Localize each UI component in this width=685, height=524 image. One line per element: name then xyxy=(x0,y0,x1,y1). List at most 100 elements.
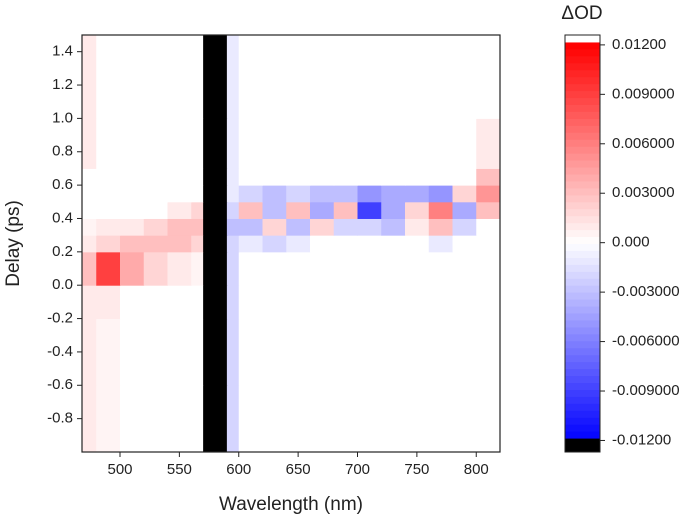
heatmap-cell xyxy=(452,201,477,219)
heatmap-cell xyxy=(96,118,121,169)
heatmap-cell xyxy=(226,168,240,186)
heatmap-cell xyxy=(96,185,121,203)
heatmap-cell xyxy=(405,168,430,186)
heatmap-cell xyxy=(143,285,168,320)
heatmap-cell xyxy=(226,35,240,119)
heatmap-cell xyxy=(357,385,382,453)
heatmap-cell xyxy=(191,285,204,320)
colorbar-cell xyxy=(565,410,600,418)
heatmap-cell xyxy=(191,118,204,169)
heatmap-cell xyxy=(167,118,192,169)
heatmap-cell xyxy=(357,251,382,286)
heatmap-cell xyxy=(167,251,192,286)
heatmap-cell xyxy=(238,185,263,203)
heatmap-cell xyxy=(333,35,358,119)
colorbar-cell xyxy=(565,62,600,71)
heatmap-cell xyxy=(191,168,204,186)
heatmap-cell xyxy=(226,218,240,236)
colorbar-cell xyxy=(565,187,600,196)
x-tick-label: 550 xyxy=(167,461,192,478)
heatmap-cell xyxy=(381,285,406,320)
colorbar-cell xyxy=(565,424,600,432)
heatmap-cell xyxy=(143,201,168,219)
colorbar-cell xyxy=(565,243,600,251)
heatmap-cell xyxy=(167,318,192,386)
heatmap-cell xyxy=(310,168,335,186)
colorbar-tick-label: -0.003000 xyxy=(612,283,680,300)
heatmap-cell xyxy=(333,218,358,236)
colorbar-cell xyxy=(565,55,600,64)
heatmap-cell xyxy=(191,201,204,219)
heatmap-cell xyxy=(310,251,335,286)
heatmap-cell xyxy=(203,318,228,386)
heatmap-cell xyxy=(405,251,430,286)
heatmap-cell xyxy=(203,185,228,203)
colorbar-cell xyxy=(565,354,600,363)
heatmap-cell xyxy=(143,218,168,236)
colorbar-cell xyxy=(565,174,600,182)
colorbar-cell xyxy=(565,167,600,175)
heatmap-cell xyxy=(286,185,311,203)
heatmap-cell xyxy=(357,318,382,386)
heatmap-cell xyxy=(143,185,168,203)
heatmap-cell xyxy=(262,185,287,203)
heatmap-cell xyxy=(238,118,263,169)
heatmap-cell xyxy=(381,218,406,236)
colorbar-tick-label: -0.006000 xyxy=(612,333,680,350)
x-tick-label: 700 xyxy=(345,461,370,478)
colorbar-tick-label: -0.009000 xyxy=(612,382,680,399)
heatmap-cell xyxy=(96,201,121,219)
colorbar-cell xyxy=(565,250,600,258)
heatmap-cell xyxy=(262,218,287,236)
colorbar-cell xyxy=(565,347,600,356)
heatmap-cell xyxy=(405,285,430,320)
heatmap-cell xyxy=(262,35,287,119)
heatmap-cell xyxy=(226,185,240,203)
heatmap-cell xyxy=(286,285,311,320)
x-axis-title: Wavelength (nm) xyxy=(219,494,363,515)
heatmap-cell xyxy=(262,318,287,386)
x-tick-label: 750 xyxy=(404,461,429,478)
y-tick-label: -0.6 xyxy=(47,376,73,393)
heatmap-cell xyxy=(333,251,358,286)
heatmap-cell xyxy=(333,185,358,203)
heatmap-cell xyxy=(167,201,192,219)
colorbar-cell xyxy=(565,438,600,446)
heatmap-cell xyxy=(96,385,121,453)
heatmap-cell xyxy=(226,251,240,286)
colorbar-cell xyxy=(565,201,600,210)
heatmap-cell xyxy=(286,35,311,119)
heatmap-cell xyxy=(191,318,204,386)
colorbar-tick-label: 0.003000 xyxy=(612,184,675,201)
colorbar-cell xyxy=(565,90,600,99)
heatmap-cell xyxy=(428,285,453,320)
heatmap-cell xyxy=(203,285,228,320)
heatmap-cell xyxy=(381,35,406,119)
heatmap-cell xyxy=(120,185,145,203)
heatmap-cell xyxy=(476,385,501,453)
colorbar-cell xyxy=(565,76,600,85)
colorbar-cell xyxy=(565,271,600,279)
colorbar-frame xyxy=(564,34,601,453)
heatmap-cell xyxy=(310,235,335,253)
colorbar-cell xyxy=(565,417,600,425)
heatmap-cell xyxy=(428,185,453,203)
heatmap-cell xyxy=(381,235,406,253)
heatmap-cell xyxy=(428,385,453,453)
heatmap-cell xyxy=(405,235,430,253)
heatmap-cell xyxy=(381,168,406,186)
colorbar-cell xyxy=(565,382,600,390)
heatmap-cell xyxy=(428,118,453,169)
heatmap-cell xyxy=(286,168,311,186)
heatmap-cell xyxy=(381,201,406,219)
heatmap-cell xyxy=(96,235,121,253)
heatmap-cell xyxy=(203,235,228,253)
heatmap-cell xyxy=(143,235,168,253)
heatmap-cell xyxy=(452,35,477,119)
y-tick-label: 1.0 xyxy=(52,109,73,126)
heatmap-cell xyxy=(82,285,97,320)
heatmap-cell xyxy=(226,285,240,320)
heatmap-cell xyxy=(191,218,204,236)
colorbar-title: ΔOD xyxy=(561,3,602,24)
